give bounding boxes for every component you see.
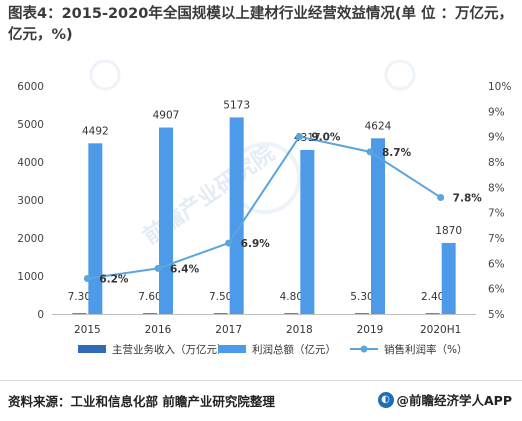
chart-svg: 前瞻产业研究院01000200030004000500060005%6%6%7%…: [17, 59, 511, 356]
y-right-tick-label: 8%: [488, 157, 505, 169]
revenue-bar: [72, 313, 87, 314]
source-text: 资料来源：工业和信息化部 前瞻产业研究院整理: [8, 394, 275, 409]
legend-swatch: [78, 345, 106, 353]
margin-data-label: 8.7%: [382, 147, 412, 159]
margin-data-label: 6.9%: [241, 238, 271, 250]
margin-point: [225, 239, 233, 247]
profit-bar: [300, 149, 315, 314]
revenue-bar: [213, 313, 228, 314]
margin-point: [83, 275, 91, 283]
revenue-data-label: 7.30: [68, 291, 91, 303]
revenue-bar: [425, 313, 440, 314]
y-left-tick-label: 2000: [17, 233, 44, 245]
margin-data-label: 9.0%: [311, 132, 341, 144]
x-tick-label: 2017: [215, 324, 242, 336]
chart-title: 图表4：2015-2020年全国规模以上建材行业经营效益情况(单 位 ：万亿元，…: [8, 6, 514, 43]
y-right-tick-label: 9%: [488, 106, 505, 118]
x-tick-label: 2015: [74, 324, 101, 336]
y-right-tick-label: 9%: [488, 132, 505, 144]
y-left-tick-label: 5000: [17, 119, 44, 131]
x-tick-label: 2018: [286, 324, 313, 336]
x-tick-label: 2020H1: [420, 324, 461, 336]
margin-data-label: 7.8%: [453, 192, 483, 204]
watermark-circle: [89, 59, 121, 91]
y-right-tick-label: 8%: [488, 182, 505, 194]
x-tick-label: 2019: [357, 324, 384, 336]
revenue-data-label: 7.50: [209, 291, 232, 303]
profit-bar: [159, 127, 173, 314]
y-right-tick-label: 5%: [488, 309, 505, 321]
revenue-data-label: 5.30: [350, 291, 373, 303]
y-right-tick-label: 6%: [488, 258, 505, 270]
y-left-tick-label: 4000: [17, 157, 44, 169]
revenue-data-label: 7.60: [138, 291, 161, 303]
margin-point: [295, 133, 303, 141]
margin-point: [366, 148, 374, 156]
profit-bar: [88, 143, 103, 314]
legend-marker: [360, 345, 368, 353]
y-left-tick-label: 3000: [17, 195, 44, 207]
profit-data-label: 1870: [435, 225, 462, 237]
revenue-bar: [284, 313, 299, 314]
legend-swatch: [218, 345, 246, 353]
profit-bar: [371, 138, 385, 314]
y-right-tick-label: 7%: [488, 208, 505, 220]
margin-point: [437, 193, 445, 201]
x-tick-label: 2016: [145, 324, 172, 336]
profit-bar: [441, 242, 456, 314]
brand: ◐ @前瞻经济学人APP: [377, 390, 513, 409]
profit-data-label: 5173: [223, 99, 250, 111]
profit-data-label: 4624: [365, 120, 392, 132]
y-left-tick-label: 1000: [17, 271, 44, 283]
margin-data-label: 6.2%: [99, 274, 129, 286]
revenue-bar: [143, 313, 157, 314]
y-left-tick-label: 0: [37, 309, 44, 321]
y-right-tick-label: 10%: [488, 81, 511, 93]
watermark-circle: [384, 59, 416, 91]
revenue-data-label: 4.80: [280, 291, 303, 303]
brand-text: @前瞻经济学人APP: [396, 393, 513, 408]
margin-point: [154, 264, 162, 272]
qianzhan-logo-icon: ◐: [377, 391, 394, 408]
footer: 资料来源：工业和信息化部 前瞻产业研究院整理 ◐ @前瞻经济学人APP: [0, 380, 522, 421]
legend-label: 销售利润率（%）: [384, 343, 467, 356]
revenue-bar: [355, 313, 369, 314]
margin-data-label: 6.4%: [170, 263, 200, 275]
profit-data-label: 4492: [82, 125, 109, 137]
margin-line: [87, 135, 442, 280]
y-right-tick-label: 7%: [488, 233, 505, 245]
y-right-tick-label: 6%: [488, 284, 505, 296]
y-left-tick-label: 6000: [17, 81, 44, 93]
revenue-data-label: 2.40: [421, 291, 444, 303]
profit-bar: [229, 117, 244, 315]
profit-data-label: 4907: [153, 110, 180, 122]
legend-label: 主营业务收入（万亿元）: [112, 343, 228, 356]
legend-label: 利润总额（亿元）: [252, 343, 336, 356]
